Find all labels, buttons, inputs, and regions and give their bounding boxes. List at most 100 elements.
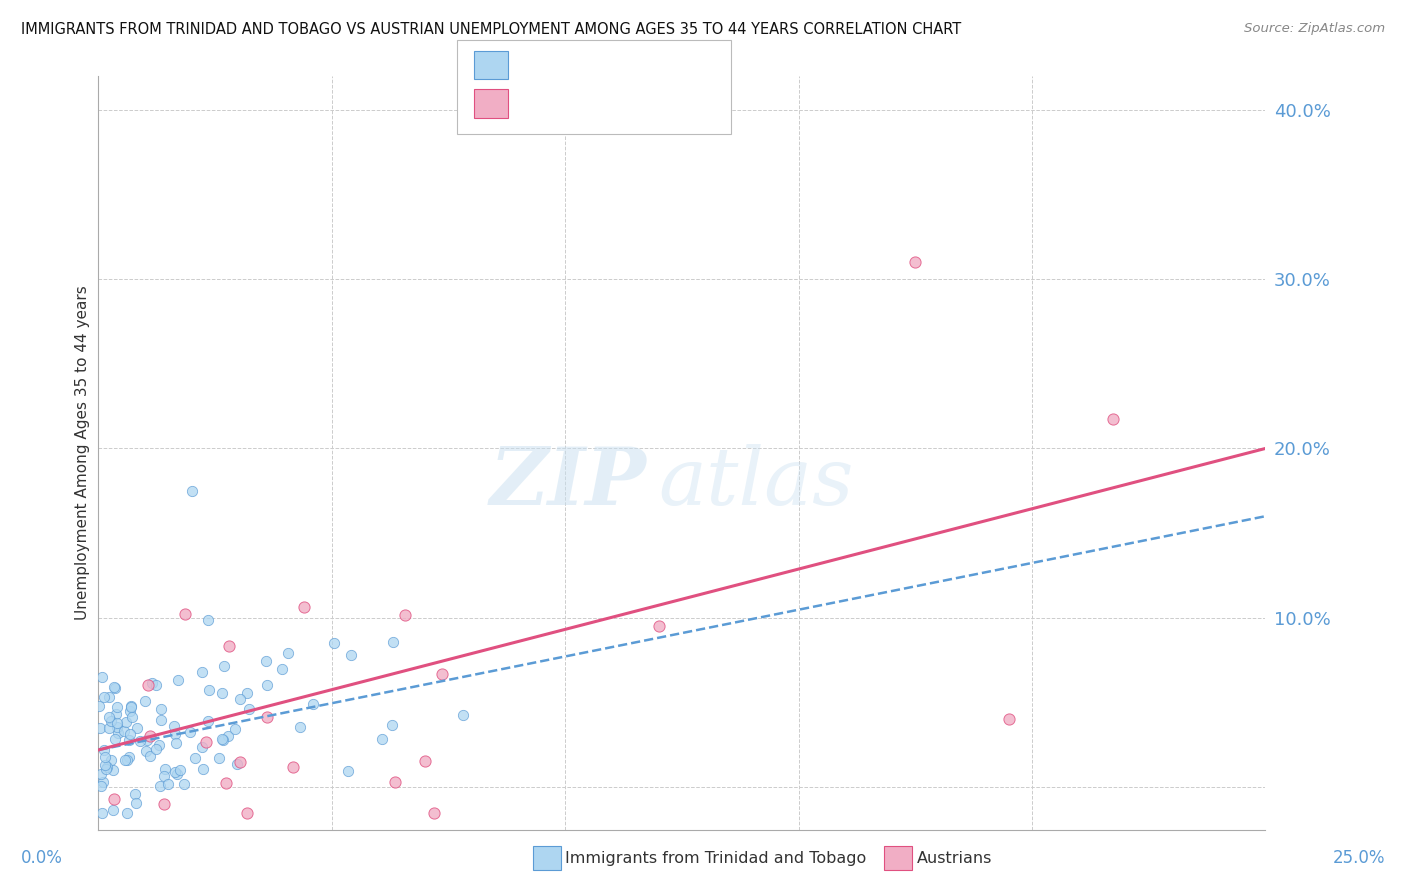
Point <box>215 775 238 789</box>
Point <box>191 740 214 755</box>
Point <box>288 720 311 734</box>
Point <box>118 750 141 764</box>
Point <box>228 755 250 769</box>
Point <box>118 732 141 747</box>
Point <box>432 667 454 681</box>
Point <box>904 255 927 269</box>
Point <box>91 805 114 820</box>
Point <box>173 777 195 791</box>
Point <box>207 750 229 764</box>
Y-axis label: Unemployment Among Ages 35 to 44 years: Unemployment Among Ages 35 to 44 years <box>75 285 90 620</box>
Point <box>163 764 186 779</box>
Point <box>145 742 167 756</box>
Point <box>101 804 124 818</box>
Point <box>118 727 141 741</box>
Point <box>167 673 190 687</box>
Point <box>89 722 111 736</box>
Point <box>301 697 323 711</box>
Text: Source: ZipAtlas.com: Source: ZipAtlas.com <box>1244 22 1385 36</box>
Point <box>153 797 176 812</box>
Point <box>149 713 172 727</box>
Point <box>211 733 233 747</box>
Point <box>337 764 360 778</box>
Text: R = 0.228: R = 0.228 <box>515 56 605 74</box>
Point <box>135 744 157 758</box>
Point <box>254 655 277 669</box>
Point <box>90 779 112 793</box>
Point <box>134 694 156 708</box>
Point <box>166 767 188 781</box>
Point <box>149 779 172 793</box>
Point <box>256 710 278 724</box>
Point <box>124 787 146 801</box>
Point <box>156 777 179 791</box>
Point <box>112 723 135 738</box>
Point <box>121 700 143 714</box>
Point <box>107 725 129 739</box>
Point <box>98 721 121 735</box>
Point <box>153 768 176 782</box>
Point <box>105 700 128 714</box>
Text: 25.0%: 25.0% <box>1333 849 1385 867</box>
Point <box>217 729 239 743</box>
Point <box>98 709 121 723</box>
Point <box>198 682 221 697</box>
Point <box>451 707 474 722</box>
Point <box>90 766 112 780</box>
Point <box>101 763 124 777</box>
Point <box>121 699 143 714</box>
Point <box>100 753 122 767</box>
Point <box>179 725 201 739</box>
Point <box>128 734 150 748</box>
Point <box>169 763 191 777</box>
Point <box>103 792 125 806</box>
Point <box>193 762 215 776</box>
Point <box>97 690 120 705</box>
Point <box>163 719 186 733</box>
Point <box>105 715 128 730</box>
Point <box>165 736 187 750</box>
Point <box>105 720 128 734</box>
Point <box>1101 411 1123 425</box>
Point <box>277 646 299 660</box>
Point <box>139 730 162 744</box>
Point <box>93 775 115 789</box>
Text: R = 0.520: R = 0.520 <box>515 95 605 112</box>
Point <box>647 619 669 633</box>
Point <box>184 751 207 765</box>
Point <box>381 718 404 732</box>
Point <box>138 749 160 764</box>
Point <box>114 753 136 767</box>
Point <box>997 713 1019 727</box>
Point <box>281 760 304 774</box>
Point <box>136 678 159 692</box>
Point <box>104 732 127 747</box>
Point <box>125 721 148 735</box>
Point <box>229 692 252 706</box>
Text: IMMIGRANTS FROM TRINIDAD AND TOBAGO VS AUSTRIAN UNEMPLOYMENT AMONG AGES 35 TO 44: IMMIGRANTS FROM TRINIDAD AND TOBAGO VS A… <box>21 22 962 37</box>
Text: 0.0%: 0.0% <box>21 849 63 867</box>
Point <box>180 483 202 498</box>
Point <box>197 614 219 628</box>
Point <box>270 662 292 676</box>
Text: Austrians: Austrians <box>917 851 993 865</box>
Point <box>100 714 122 728</box>
Point <box>165 727 187 741</box>
Point <box>238 702 260 716</box>
Text: N = 99: N = 99 <box>620 56 688 74</box>
Point <box>256 678 278 692</box>
Point <box>174 607 197 621</box>
Point <box>104 706 127 721</box>
Point <box>117 753 139 767</box>
Point <box>118 704 141 718</box>
Point <box>394 607 416 622</box>
Point <box>211 685 233 699</box>
Point <box>422 805 444 820</box>
Point <box>136 733 159 747</box>
Point <box>235 686 257 700</box>
Point <box>94 750 117 764</box>
Text: N = 22: N = 22 <box>620 95 688 112</box>
Point <box>115 714 138 729</box>
Point <box>211 731 233 746</box>
Text: Immigrants from Trinidad and Tobago: Immigrants from Trinidad and Tobago <box>565 851 866 865</box>
